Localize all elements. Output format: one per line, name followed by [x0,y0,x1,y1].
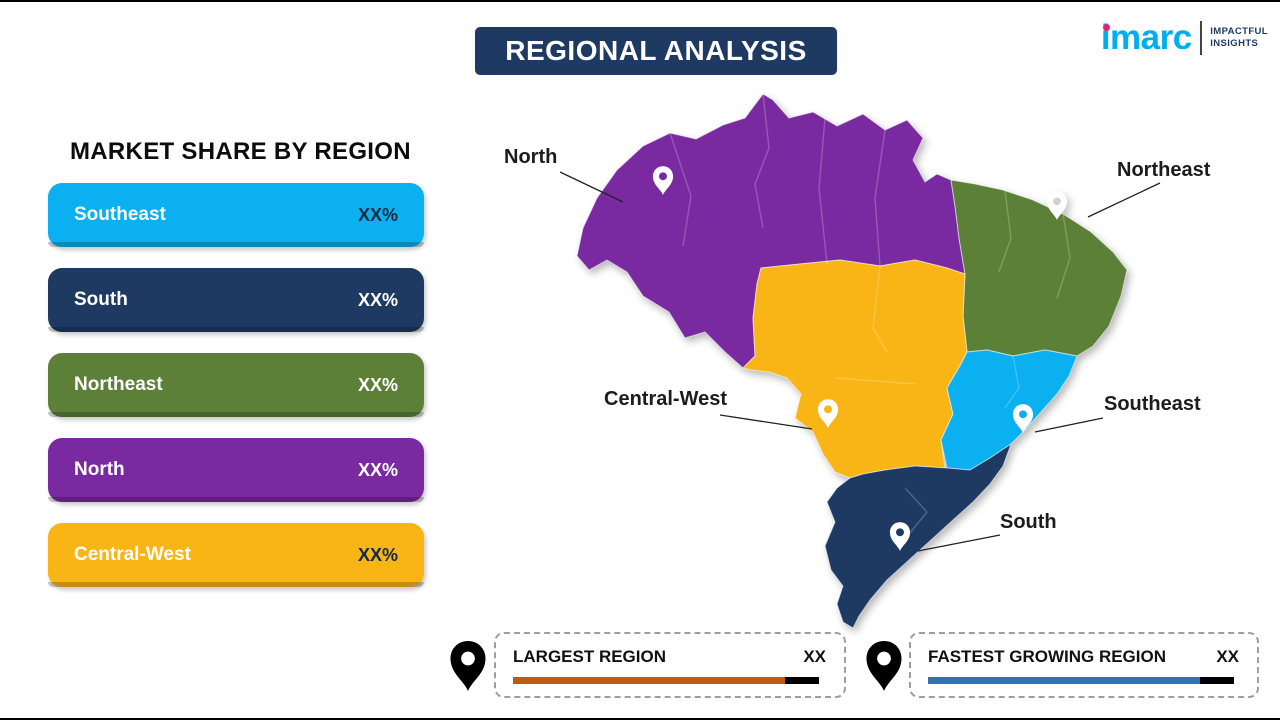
imarc-logo: imarc IMPACTFUL INSIGHTS [1101,20,1268,55]
fastest-growing-row: FASTEST GROWING REGION XX [911,634,1257,667]
largest-region-meter-end [785,677,819,684]
share-bar-value: XX% [357,204,398,225]
share-bar-label: North [74,459,125,480]
share-bar-label: Central-West [74,544,191,565]
largest-region-box: LARGEST REGION XX [494,632,846,698]
largest-region-label: LARGEST REGION [513,647,667,666]
callout-line-southeast [1034,417,1104,433]
largest-region-value: XX [803,647,826,666]
map-label-north: North [504,146,558,168]
largest-region-meter-bar [513,677,785,684]
share-bar-north: North XX% [48,438,424,502]
logo-tagline-line2: INSIGHTS [1210,37,1259,49]
map-label-south: South [1000,511,1057,533]
callout-line-north [559,171,624,203]
brazil-map [559,93,1161,629]
imarc-logo-wordmark: imarc [1101,20,1192,55]
fastest-growing-meter-end [1200,677,1234,684]
share-bar-northeast: Northeast XX% [48,353,424,417]
map-label-central-west: Central-West [604,388,727,410]
largest-region-meter [513,677,819,684]
fastest-growing-pin-icon [866,641,902,691]
share-bar-label: Southeast [74,204,166,225]
share-bar-south: South XX% [48,268,424,332]
region-south [824,443,1012,629]
imarc-logo-dot-icon [1103,24,1111,31]
region-central-west [742,259,968,479]
fastest-growing-meter-bar [928,677,1200,684]
share-bar-value: XX% [357,544,398,565]
region-northeast [950,179,1128,357]
share-panel-heading: MARKET SHARE BY REGION [70,138,411,165]
share-bar-value: XX% [357,289,398,310]
largest-region-row: LARGEST REGION XX [496,634,844,667]
brazil-map-shape [576,93,1128,629]
fastest-growing-label: FASTEST GROWING REGION [928,647,1167,666]
fastest-growing-value: XX [1216,647,1239,666]
callout-line-south [917,534,1001,552]
share-bar-label: South [74,289,128,310]
share-bar-value: XX% [357,374,398,395]
page-title: REGIONAL ANALYSIS [505,35,807,66]
map-label-northeast: Northeast [1117,159,1211,181]
logo-tagline: IMPACTFUL INSIGHTS [1210,26,1268,50]
state-border-lines [669,93,1071,535]
share-bar-value: XX% [357,459,398,480]
page-title-banner: REGIONAL ANALYSIS [475,27,837,75]
fastest-growing-box: FASTEST GROWING REGION XX [909,632,1259,698]
imarc-logo-text: imarc [1100,18,1192,57]
logo-divider [1199,20,1203,55]
logo-tagline-line1: IMPACTFUL [1210,25,1268,37]
fastest-growing-meter [928,677,1234,684]
region-southeast [940,349,1078,471]
callout-line-central-west [719,414,813,430]
share-bar-label: Northeast [74,374,163,395]
callout-lines [559,171,1161,552]
bottom-border-line [0,718,1280,720]
largest-region-pin-icon [450,641,486,691]
share-bars: Southeast XX% South XX% Northeast XX% No… [48,183,424,608]
map-label-southeast: Southeast [1104,393,1201,415]
top-border-line [0,0,1280,2]
share-bar-central-west: Central-West XX% [48,523,424,587]
callout-line-northeast [1087,182,1161,218]
share-bar-southeast: Southeast XX% [48,183,424,247]
